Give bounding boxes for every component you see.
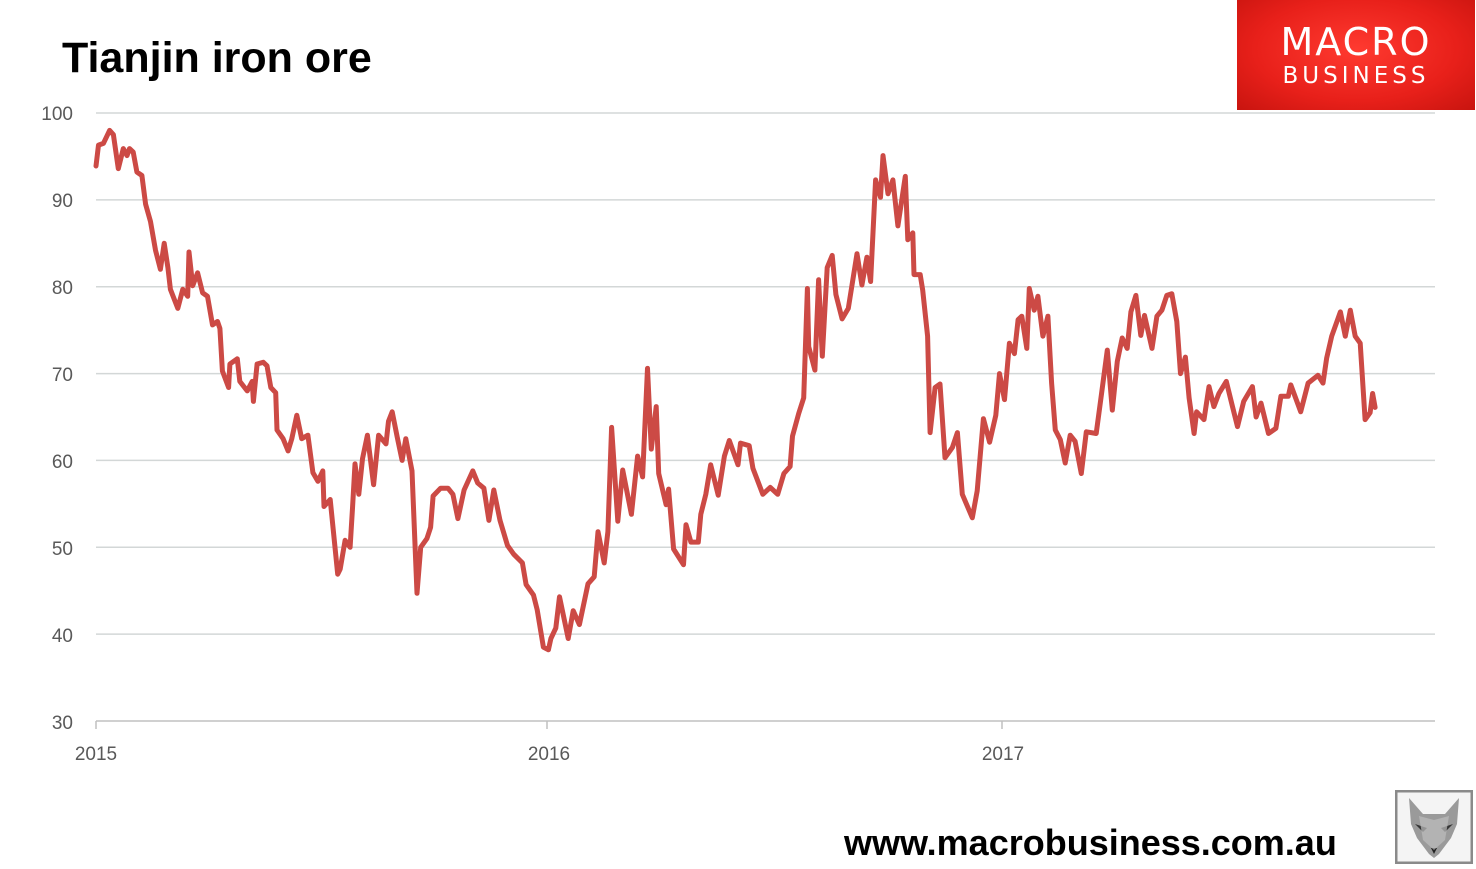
y-tick-label: 50 [52,539,73,560]
gridlines [96,112,1435,635]
series-line [93,127,1378,653]
y-axis: 100 90 80 70 60 50 40 30 [41,104,73,734]
y-tick-label: 90 [52,191,73,212]
x-tick-label: 2016 [528,744,570,765]
x-tick-label: 2015 [75,744,117,765]
y-tick-label: 60 [52,452,73,473]
x-tick-label: 2017 [982,744,1024,765]
website-url: www.macrobusiness.com.au [844,822,1337,863]
y-tick-label: 70 [52,365,73,386]
fox-head-icon [1394,789,1474,865]
x-axis: 2015 2016 2017 [75,720,1435,765]
logo-line-1: MACRO [1280,20,1432,64]
y-tick-label: 40 [52,626,73,647]
y-tick-label: 80 [52,278,73,299]
y-tick-label: 100 [41,104,73,125]
y-tick-label: 30 [52,713,73,734]
logo-line-2: BUSINESS [1282,63,1430,89]
macrobusiness-logo: MACRO BUSINESS [1237,0,1475,110]
chart-title: Tianjin iron ore [62,34,372,82]
